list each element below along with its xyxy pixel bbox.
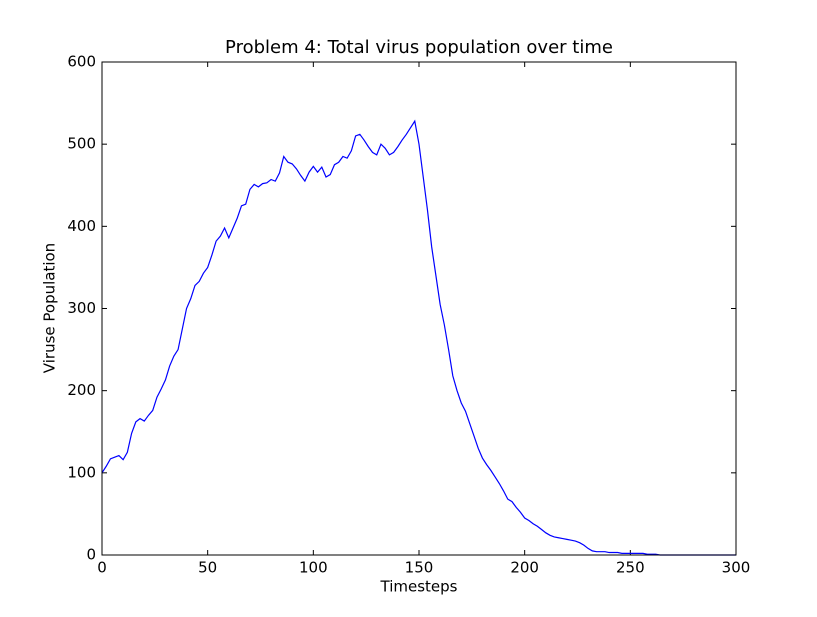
y-tick-label: 0 (86, 546, 96, 564)
chart-title: Problem 4: Total virus population over t… (225, 37, 613, 58)
y-axis-label: Viruse Population (41, 243, 59, 373)
plot-frame (101, 61, 737, 556)
x-tick-label: 250 (616, 559, 645, 577)
y-tick-label: 400 (67, 217, 96, 235)
x-axis-label: Timesteps (380, 578, 458, 596)
x-tick-label: 300 (722, 559, 751, 577)
x-tick-label: 100 (299, 559, 328, 577)
x-tick-label: 50 (198, 559, 217, 577)
y-tick-label: 300 (67, 299, 96, 317)
x-tick-label: 200 (510, 559, 539, 577)
y-tick-label: 100 (67, 463, 96, 481)
y-tick-label: 500 (67, 135, 96, 153)
x-tick-label: 0 (97, 559, 107, 577)
y-tick-label: 200 (67, 381, 96, 399)
y-tick-label: 600 (67, 53, 96, 71)
x-tick-label: 150 (405, 559, 434, 577)
data-line (101, 119, 736, 556)
